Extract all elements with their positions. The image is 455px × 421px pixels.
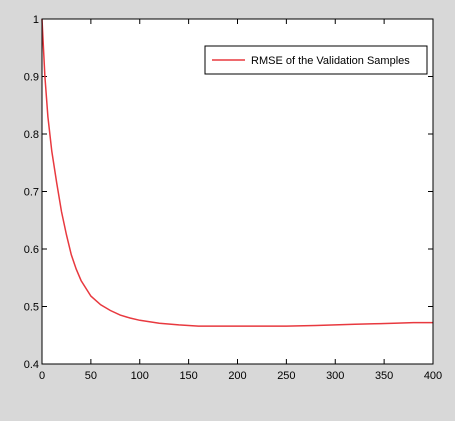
y-tick-label: 0.7 [24, 187, 39, 199]
plot-frame [41, 18, 434, 365]
y-tick-label: 0.9 [24, 72, 39, 84]
x-tick-label: 100 [131, 370, 149, 382]
x-tick-label: 300 [326, 370, 344, 382]
x-tick-label: 200 [228, 370, 246, 382]
y-tick-label: 0.6 [24, 244, 39, 256]
series-line-rmse [41, 18, 433, 327]
x-tick-label: 50 [85, 370, 97, 382]
y-tick-label: 1 [33, 14, 39, 26]
y-tick-label: 0.8 [24, 129, 39, 141]
y-tick-label: 0.5 [24, 302, 39, 314]
x-tick-label: 400 [424, 370, 442, 382]
x-tick-label: 0 [39, 370, 45, 382]
x-tick-label: 250 [277, 370, 295, 382]
legend: RMSE of the Validation Samples [204, 45, 428, 75]
x-axis: 0 50 100 150 200 250 300 350 400 [39, 19, 442, 382]
legend-label: RMSE of the Validation Samples [251, 55, 410, 67]
x-tick-label: 150 [179, 370, 197, 382]
plot-area [42, 19, 433, 364]
y-axis: 0.4 0.5 0.6 0.7 0.8 0.9 1 [24, 14, 433, 371]
x-tick-label: 350 [375, 370, 393, 382]
y-tick-label: 0.4 [24, 359, 39, 371]
series-layer [41, 18, 433, 327]
